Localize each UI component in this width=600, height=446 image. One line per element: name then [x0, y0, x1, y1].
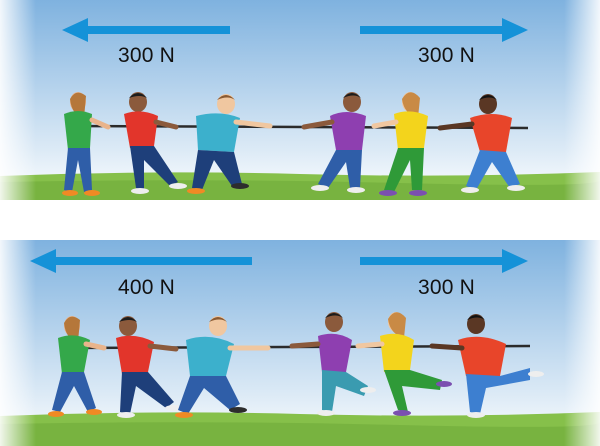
tug-of-war-panel-balanced: 300 N 300 N	[0, 0, 600, 200]
right-force-label: 300 N	[418, 44, 476, 67]
tug-of-war-scene	[0, 0, 600, 200]
right-force-arrow	[360, 18, 528, 42]
person-yellow-shirt	[355, 312, 452, 416]
person-purple-shirt	[289, 312, 376, 416]
tug-of-war-scene	[0, 240, 600, 446]
left-force-label: 300 N	[118, 44, 176, 67]
left-force-label: 400 N	[118, 276, 176, 299]
right-force-arrow	[360, 249, 528, 273]
tug-of-war-panel-unbalanced: 400 N 300 N	[0, 240, 600, 446]
person-orange-shirt	[429, 314, 544, 418]
person-yellow-shirt	[371, 92, 428, 196]
person-teal-shirt	[187, 94, 273, 194]
person-orange-shirt	[437, 94, 525, 193]
right-force-label: 300 N	[418, 276, 476, 299]
left-force-arrow	[62, 18, 230, 42]
person-red-shirt	[124, 92, 187, 194]
person-green-shirt	[62, 92, 111, 196]
left-force-arrow	[30, 249, 252, 273]
person-teal-shirt	[175, 316, 271, 418]
person-green-shirt	[48, 316, 107, 417]
person-purple-shirt	[301, 92, 366, 193]
